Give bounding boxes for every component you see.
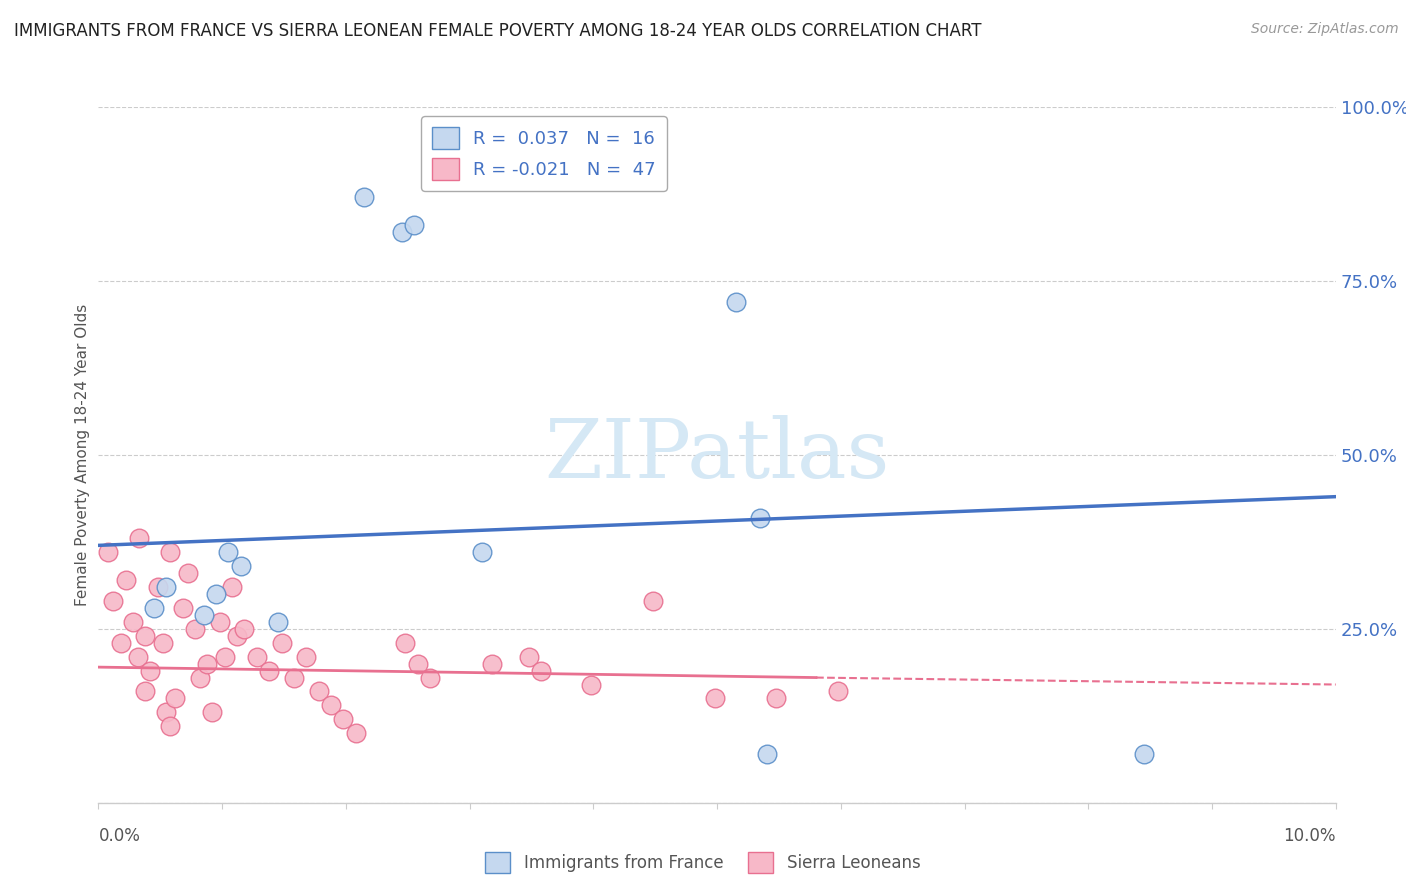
Point (295, 649, 318, 664)
Point (749, 510, 772, 524)
Point (155, 580, 177, 594)
Point (246, 649, 269, 664)
Point (551, 155, 574, 169)
Point (188, 671, 211, 685)
Point (146, 580, 169, 594)
Text: 10.0%: 10.0% (1284, 827, 1336, 845)
Point (755, 747, 778, 761)
Point (283, 671, 305, 685)
Point (319, 698, 342, 713)
Point (128, 532, 150, 546)
Text: IMMIGRANTS FROM FRANCE VS SIERRA LEONEAN FEMALE POVERTY AMONG 18-24 YEAR OLDS CO: IMMIGRANTS FROM FRANCE VS SIERRA LEONEAN… (14, 22, 981, 40)
Point (195, 657, 218, 671)
Point (226, 629, 249, 643)
Point (134, 629, 156, 643)
Point (765, 691, 787, 706)
Legend: Immigrants from France, Sierra Leoneans: Immigrants from France, Sierra Leoneans (479, 846, 927, 880)
Point (391, 225, 413, 239)
Point (332, 712, 354, 726)
Point (481, 657, 503, 671)
Point (208, 615, 231, 629)
Point (159, 545, 181, 559)
Point (724, 294, 747, 309)
Point (172, 601, 194, 615)
Point (184, 622, 207, 636)
Point (353, 190, 375, 204)
Point (103, 594, 125, 608)
Point (406, 657, 429, 671)
Point (152, 636, 174, 650)
Point (1133, 747, 1156, 761)
Point (201, 706, 224, 720)
Point (97, 545, 120, 559)
Legend: R =  0.037   N =  16, R = -0.021   N =  47: R = 0.037 N = 16, R = -0.021 N = 47 (420, 116, 666, 191)
Point (155, 706, 177, 720)
Point (205, 587, 228, 601)
Point (229, 559, 252, 574)
Point (827, 684, 849, 698)
Text: ZIPatlas: ZIPatlas (544, 415, 890, 495)
Point (471, 545, 494, 559)
Point (127, 649, 149, 664)
Point (530, 664, 553, 678)
Point (517, 649, 540, 664)
Point (419, 671, 441, 685)
Text: 0.0%: 0.0% (98, 827, 141, 845)
Point (394, 636, 416, 650)
Point (402, 219, 425, 233)
Point (221, 580, 243, 594)
Point (270, 636, 292, 650)
Point (233, 622, 256, 636)
Point (344, 726, 367, 740)
Point (641, 594, 664, 608)
Point (176, 566, 198, 581)
Point (110, 636, 132, 650)
Point (217, 545, 239, 559)
Point (267, 615, 290, 629)
Point (134, 684, 156, 698)
Point (139, 664, 162, 678)
Y-axis label: Female Poverty Among 18-24 Year Olds: Female Poverty Among 18-24 Year Olds (75, 304, 90, 606)
Point (308, 684, 330, 698)
Point (214, 649, 236, 664)
Point (143, 601, 166, 615)
Text: Source: ZipAtlas.com: Source: ZipAtlas.com (1251, 22, 1399, 37)
Point (122, 615, 145, 629)
Point (114, 573, 136, 587)
Point (579, 677, 602, 691)
Point (257, 664, 280, 678)
Point (165, 691, 187, 706)
Point (703, 691, 725, 706)
Point (193, 607, 215, 622)
Point (159, 719, 181, 733)
